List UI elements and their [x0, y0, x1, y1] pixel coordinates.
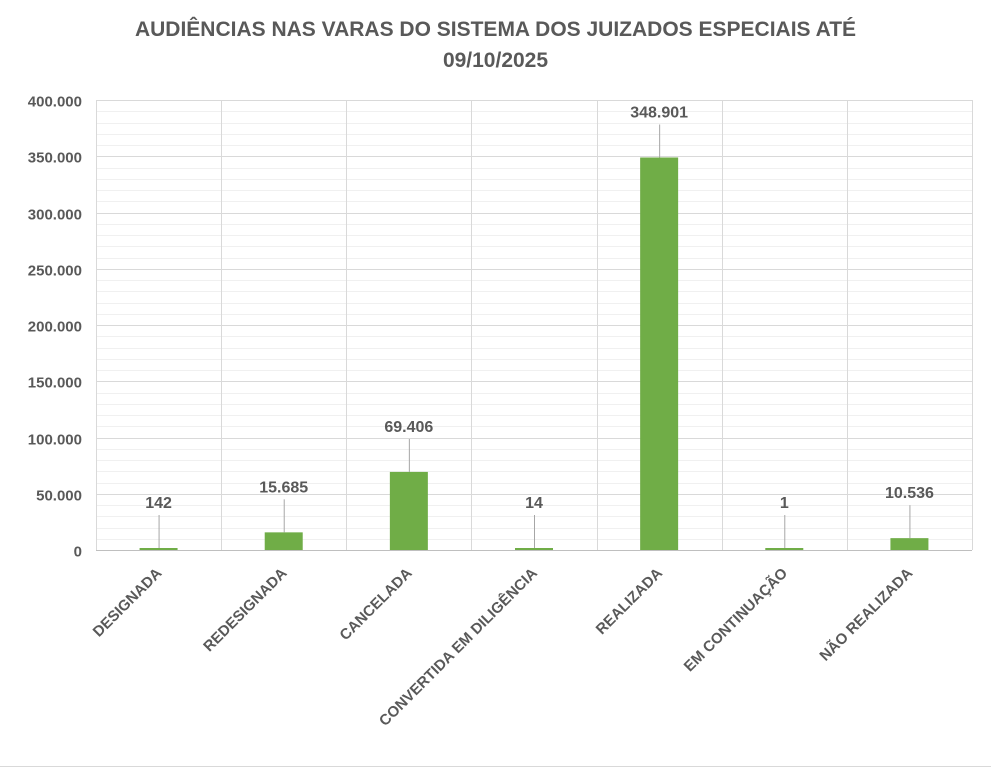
bottom-divider — [0, 766, 991, 767]
data-label: 15.685 — [259, 479, 308, 496]
data-label: 69.406 — [384, 419, 433, 436]
y-tick-label: 50.000 — [36, 488, 82, 505]
y-tick-label: 250.000 — [28, 263, 82, 280]
bar — [140, 548, 178, 550]
data-label: 142 — [145, 495, 172, 512]
data-label: 10.536 — [885, 485, 934, 502]
bars — [140, 157, 929, 550]
bar — [390, 472, 428, 550]
bar — [765, 548, 803, 550]
data-labels: 142 15.685 69.406 14 348.901 1 10.536 — [145, 104, 934, 512]
data-label: 14 — [525, 495, 543, 512]
x-tick-label: NÃO REALIZADA — [816, 564, 917, 665]
x-tick-label: CANCELADA — [336, 565, 415, 644]
y-tick-label: 200.000 — [28, 319, 82, 336]
y-axis-tick-labels: 0 50.000 100.000 150.000 200.000 250.000 300.0… — [28, 94, 82, 561]
data-label: 348.901 — [630, 104, 688, 121]
x-tick-label: REDESIGNADA — [200, 565, 291, 656]
y-tick-label: 400.000 — [28, 94, 82, 111]
y-tick-label: 300.000 — [28, 207, 82, 224]
y-tick-label: 150.000 — [28, 375, 82, 392]
y-tick-label: 350.000 — [28, 150, 82, 167]
bar — [515, 548, 553, 550]
x-axis-tick-labels: DESIGNADA REDESIGNADA CANCELADACONVERTIDA … — [90, 564, 917, 730]
data-label: 1 — [780, 495, 789, 512]
x-tick-label: EM CONTINUAÇÃO — [680, 564, 791, 675]
y-tick-label: 0 — [74, 544, 82, 561]
y-tick-label: 100.000 — [28, 432, 82, 449]
bar — [640, 157, 678, 550]
bar — [890, 538, 928, 550]
x-tick-label: DESIGNADA — [90, 565, 166, 641]
bar — [265, 532, 303, 550]
x-tick-label: REALIZADA — [593, 565, 666, 638]
